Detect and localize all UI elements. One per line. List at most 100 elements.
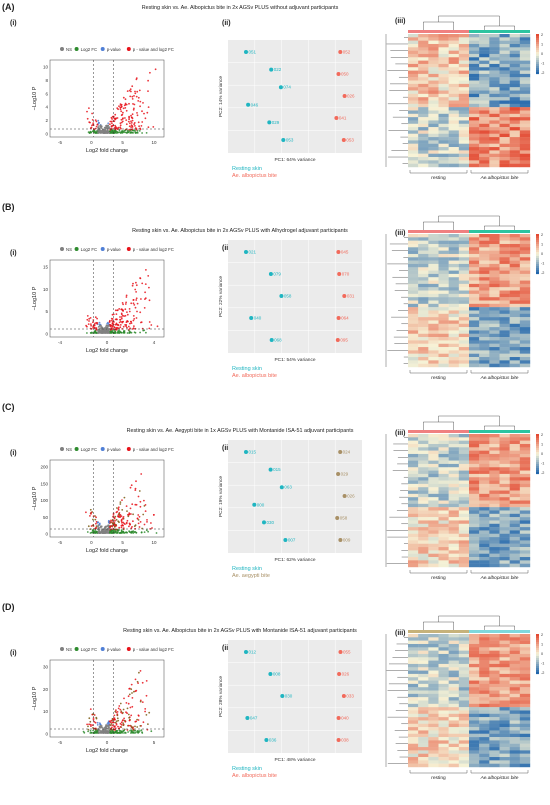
pca-point-label: 045 (341, 250, 349, 255)
scale-tick-label: -2 (541, 471, 544, 475)
scale-tick-label: 2 (541, 633, 543, 637)
pca-point-label: 052 (343, 50, 351, 55)
pca-point-label: 079 (273, 272, 281, 277)
legend-label: Resting skin (232, 766, 262, 772)
y-tick-label: 0 (45, 132, 48, 137)
pca-point (341, 138, 346, 142)
pca-point-label: 036 (269, 738, 277, 743)
legend-label: NS (66, 47, 72, 52)
pca-point (337, 672, 342, 676)
legend-dot (74, 47, 79, 51)
group-bar-resting (408, 630, 469, 633)
y-axis-label: PC2: 22% variance (218, 276, 224, 317)
legend-label: Log2 FC (81, 647, 97, 652)
pca-point (335, 516, 340, 520)
group-label: resting (431, 375, 446, 381)
pca-point (262, 520, 266, 525)
y-tick-label: 0 (45, 532, 48, 537)
panel-label-i: (i) (10, 650, 17, 657)
legend-label: Log2 FC (81, 447, 97, 452)
x-tick-label: -5 (58, 540, 62, 545)
y-tick-label: 6 (45, 91, 48, 96)
x-tick-label: 5 (121, 540, 124, 545)
heatmap-cells (408, 234, 531, 368)
y-axis-label: −Log10 P (32, 86, 38, 110)
pca-point (244, 250, 248, 254)
pca-point (245, 716, 250, 720)
y-axis-label: −Log10 P (32, 686, 38, 710)
legend-dot (60, 247, 64, 251)
pca-point-label: 051 (249, 50, 257, 55)
pca-point-label: 008 (273, 672, 281, 677)
pca-point (268, 272, 273, 276)
section-letter: (C) (2, 402, 15, 412)
pca-plot: 021 079 058 040 068 045 070 031 064 095 PC1: 54% v… (218, 240, 362, 379)
pca-point-label: 033 (346, 694, 354, 699)
pca-point (269, 338, 274, 342)
legend-label: Ae. albopictus bite (232, 773, 277, 779)
legend-dot (60, 647, 64, 651)
panel-label-i: (i) (10, 250, 17, 257)
pca-point-label: 046 (251, 102, 259, 107)
volcano-plot: NS Log2 FC p-value p - value and log2 FC -5 0… (32, 447, 174, 554)
x-tick-label: -5 (58, 140, 62, 145)
legend-label: Ae. albopictus bite (232, 173, 277, 179)
pca-point-label: 040 (341, 716, 349, 721)
group-bar-resting (408, 430, 469, 433)
y-axis-label: −Log10 P (32, 286, 38, 310)
pca-point (336, 72, 341, 76)
pca-point-label: 095 (340, 338, 348, 343)
x-axis-label: Log2 fold change (86, 348, 128, 354)
x-tick-label: 0 (106, 340, 109, 345)
scale-tick-label: 1 (541, 643, 543, 647)
group-label: Ae.albopictus bite (480, 375, 519, 381)
group-label: resting (431, 175, 446, 181)
scale-tick-label: -1 (541, 262, 544, 266)
legend-dot (126, 447, 131, 451)
legend-label: p-value (107, 247, 122, 252)
panel-label-iii: (iii) (395, 430, 406, 437)
group-bar-resting (408, 30, 469, 33)
panel-label-ii: (ii) (222, 445, 231, 452)
x-tick-label: 5 (121, 140, 124, 145)
pca-point-label: 007 (288, 538, 296, 543)
heatmap-cells (408, 434, 531, 568)
figure-section: (D) Resting skin vs. Ae. Albopictus bite … (0, 600, 550, 800)
x-tick-label: -5 (58, 740, 62, 745)
pca-point (335, 338, 340, 342)
pca-point (249, 316, 254, 320)
section-letter: (A) (2, 2, 15, 12)
group-bar-bite (469, 230, 530, 233)
group-bar-bite (469, 30, 530, 33)
legend-label: p-value (107, 647, 122, 652)
scale-tick-label: -1 (541, 62, 544, 66)
legend-label: Resting skin (232, 166, 262, 172)
legend-dot (60, 47, 64, 51)
pca-point-label: 030 (267, 520, 275, 525)
pca-point-label: 030 (285, 694, 293, 699)
pca-point-label: 058 (340, 516, 348, 521)
pca-point (269, 67, 274, 72)
y-axis-label: −Log10 P (32, 486, 38, 510)
pca-point-label: 055 (343, 650, 351, 655)
legend-dot (74, 447, 79, 451)
y-tick-label: 20 (43, 687, 49, 692)
pca-point-label: 031 (347, 294, 355, 299)
group-bar-resting (408, 230, 469, 233)
pca-point-label: 026 (347, 494, 355, 499)
pca-point-label: 040 (254, 316, 262, 321)
pca-point-label: 015 (249, 450, 257, 455)
scale-tick-label: 0 (541, 252, 543, 256)
plot-area (228, 240, 362, 353)
legend-dot (100, 47, 105, 51)
group-bar-bite (469, 430, 530, 433)
pca-point (283, 538, 288, 542)
scale-tick-label: -2 (541, 271, 544, 275)
x-tick-label: 4 (153, 340, 156, 345)
x-axis-label: PC1: 62% variance (274, 557, 315, 563)
pca-plot: 051 022 074 046 029 053 052 050 026 041 053 PC1: 64… (218, 40, 362, 179)
pca-point-label: 070 (342, 272, 350, 277)
legend-dot (100, 447, 105, 451)
figure-section: (A) Resting skin vs. Ae. Albopictus bite … (0, 0, 550, 200)
